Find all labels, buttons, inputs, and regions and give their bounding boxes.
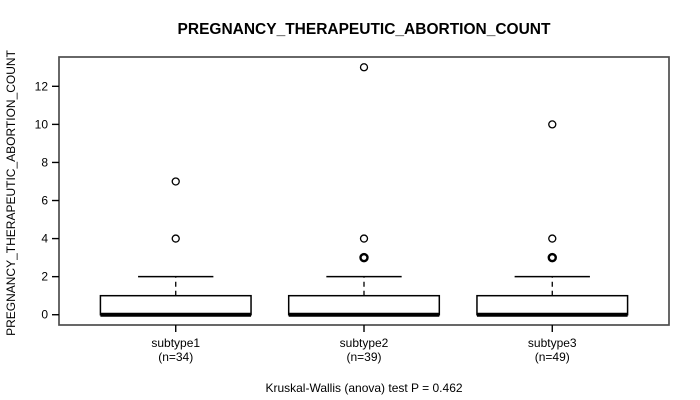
outlier-point	[359, 252, 369, 263]
plot-area: 0 2 4 6 8 10 12 subtype1(n=34) subtype2(n=39) sub…	[35, 56, 670, 364]
y-tick-label: 2	[41, 270, 48, 284]
y-tick-label: 8	[41, 155, 48, 169]
iqr-box	[287, 294, 441, 316]
y-axis-label: PREGNANCY_THERAPEUTIC_ABORTION_COUNT	[4, 49, 18, 335]
category-label: subtype2	[340, 336, 389, 350]
outlier-point	[548, 120, 557, 129]
y-tick-label: 12	[35, 79, 49, 93]
y-tick-label: 0	[41, 308, 48, 322]
outlier-point	[359, 63, 369, 72]
caption-text: Kruskal-Wallis (anova) test P = 0.462	[265, 381, 462, 395]
iqr-box	[476, 294, 629, 316]
outlier-point	[171, 177, 180, 186]
outlier-point	[359, 234, 369, 243]
y-tick-label: 10	[35, 117, 49, 131]
category-n-label: (n=49)	[535, 350, 570, 364]
y-tick-label: 6	[41, 194, 48, 208]
category-n-label: (n=39)	[346, 350, 381, 364]
category-n-label: (n=34)	[158, 350, 193, 364]
category-label: subtype3	[528, 336, 577, 350]
outlier-point	[171, 234, 180, 243]
category-label: subtype1	[151, 336, 200, 350]
outlier-point	[548, 234, 557, 243]
chart-title: PREGNANCY_THERAPEUTIC_ABORTION_COUNT	[178, 21, 551, 38]
iqr-box	[99, 294, 252, 316]
outlier-point	[547, 252, 557, 263]
y-tick-label: 4	[41, 232, 48, 246]
